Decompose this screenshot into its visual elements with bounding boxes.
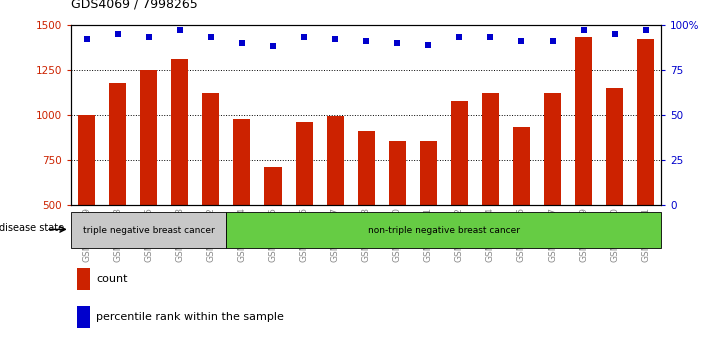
Bar xyxy=(606,88,623,205)
Bar xyxy=(326,116,343,205)
Bar xyxy=(203,93,220,205)
Bar xyxy=(296,122,313,205)
Bar xyxy=(78,115,95,205)
Point xyxy=(547,38,558,44)
Point xyxy=(236,40,247,46)
Text: percentile rank within the sample: percentile rank within the sample xyxy=(96,312,284,322)
Bar xyxy=(451,101,468,205)
Bar xyxy=(233,119,250,205)
Bar xyxy=(544,93,561,205)
Bar xyxy=(575,38,592,205)
Bar xyxy=(140,70,157,205)
Text: triple negative breast cancer: triple negative breast cancer xyxy=(83,225,215,235)
Bar xyxy=(77,306,90,329)
Bar xyxy=(358,131,375,205)
Bar xyxy=(513,127,530,205)
Text: disease state: disease state xyxy=(0,223,64,233)
Point xyxy=(205,35,217,40)
Point xyxy=(422,42,434,47)
Point xyxy=(299,35,310,40)
Point xyxy=(329,36,341,42)
Point xyxy=(485,35,496,40)
Point xyxy=(609,31,620,37)
Text: GDS4069 / 7998265: GDS4069 / 7998265 xyxy=(71,0,198,11)
Point xyxy=(578,27,589,33)
Point xyxy=(360,38,372,44)
Point xyxy=(454,35,465,40)
Bar xyxy=(482,93,499,205)
Bar xyxy=(171,59,188,205)
Bar xyxy=(77,268,90,290)
Point xyxy=(392,40,403,46)
Bar xyxy=(389,141,406,205)
Point xyxy=(267,44,279,49)
Bar xyxy=(637,39,654,205)
Bar xyxy=(419,141,437,205)
Point xyxy=(143,35,154,40)
Point xyxy=(112,31,124,37)
Point xyxy=(174,27,186,33)
Text: count: count xyxy=(96,274,127,284)
Point xyxy=(515,38,527,44)
Bar xyxy=(264,167,282,205)
Text: non-triple negative breast cancer: non-triple negative breast cancer xyxy=(368,225,520,235)
Bar xyxy=(109,84,127,205)
Point xyxy=(81,36,92,42)
Bar xyxy=(71,212,226,248)
Bar xyxy=(226,212,661,248)
Point xyxy=(640,27,651,33)
